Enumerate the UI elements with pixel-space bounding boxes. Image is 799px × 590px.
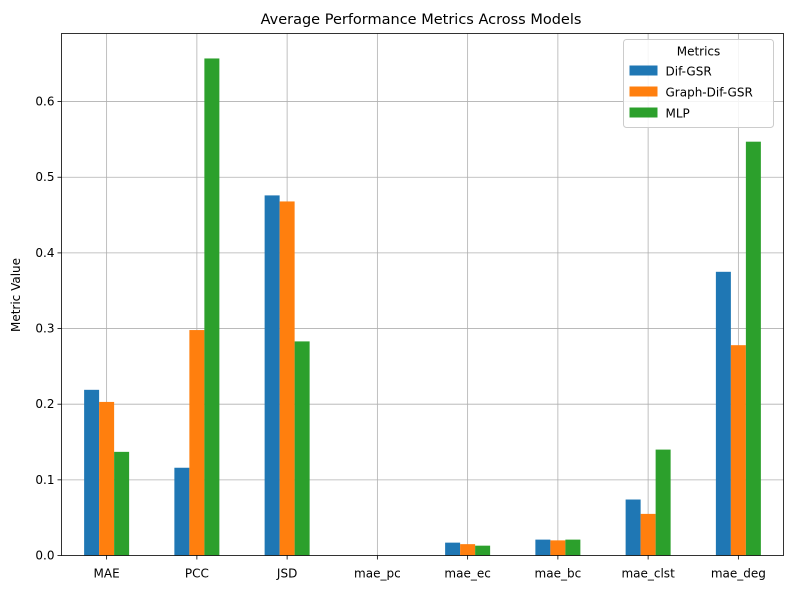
bar-mlp-mae xyxy=(114,451,130,556)
plot-frame xyxy=(61,33,784,556)
x-tick-label: PCC xyxy=(185,567,209,581)
y-tick-label: 0.3 xyxy=(35,322,54,336)
legend: Metrics Dif-GSR Graph-Dif-GSR MLP xyxy=(623,39,774,128)
legend-label: Graph-Dif-GSR xyxy=(666,86,753,100)
bar-mlp-mae_deg xyxy=(745,141,761,556)
bar-mlp-mae_ec xyxy=(475,545,491,556)
legend-box xyxy=(623,39,774,128)
y-tick-label: 0.1 xyxy=(35,473,54,487)
bar-dif-gsr-mae xyxy=(84,389,100,556)
x-tick-label: mae_pc xyxy=(354,567,401,581)
axis-ticks: 0.0 0.1 0.2 0.3 0.4 0.5 0.6 MAE PCC JSD mae_pc mae_… xyxy=(35,95,765,581)
bar-dif-gsr-mae_deg xyxy=(715,271,731,556)
bar-dif-gsr-jsd xyxy=(264,195,280,556)
bar-mlp-mae_clst xyxy=(655,449,671,556)
legend-label: Dif-GSR xyxy=(666,65,712,79)
bar-dif-gsr-mae_clst xyxy=(625,499,641,556)
x-tick-label: mae_ec xyxy=(444,567,490,581)
bar-graph-dif-gsr-mae_deg xyxy=(730,345,746,556)
bars xyxy=(84,58,761,556)
bar-mlp-pcc xyxy=(204,58,220,556)
legend-swatch-dif-gsr xyxy=(629,65,658,76)
legend-swatch-graph-dif-gsr xyxy=(629,86,658,97)
y-tick-label: 0.6 xyxy=(35,95,54,109)
y-tick-label: 0.0 xyxy=(35,549,54,563)
bar-graph-dif-gsr-mae_bc xyxy=(550,540,566,556)
y-tick-label: 0.4 xyxy=(35,246,54,260)
chart-title: Average Performance Metrics Across Model… xyxy=(261,12,582,28)
bar-mlp-jsd xyxy=(294,341,310,556)
bar-graph-dif-gsr-pcc xyxy=(189,330,205,556)
x-tick-label: MAE xyxy=(94,567,120,581)
y-axis-label: Metric Value xyxy=(9,258,23,332)
x-tick-label: mae_deg xyxy=(711,567,766,581)
bar-mlp-mae_bc xyxy=(565,539,581,556)
bar-dif-gsr-pcc xyxy=(174,467,190,556)
x-tick-label: JSD xyxy=(276,567,297,581)
legend-title: Metrics xyxy=(677,45,721,59)
x-tick-label: mae_clst xyxy=(621,567,675,581)
bar-graph-dif-gsr-mae_clst xyxy=(640,513,656,556)
bar-graph-dif-gsr-mae xyxy=(99,401,115,556)
bar-graph-dif-gsr-jsd xyxy=(279,201,295,556)
bar-dif-gsr-mae_ec xyxy=(445,542,461,556)
bar-dif-gsr-mae_bc xyxy=(535,539,551,556)
x-tick-label: mae_bc xyxy=(535,567,582,581)
legend-label: MLP xyxy=(666,107,690,121)
bar-graph-dif-gsr-mae_ec xyxy=(460,544,476,556)
y-tick-label: 0.5 xyxy=(35,170,54,184)
y-tick-label: 0.2 xyxy=(35,397,54,411)
legend-swatch-mlp xyxy=(629,107,658,118)
